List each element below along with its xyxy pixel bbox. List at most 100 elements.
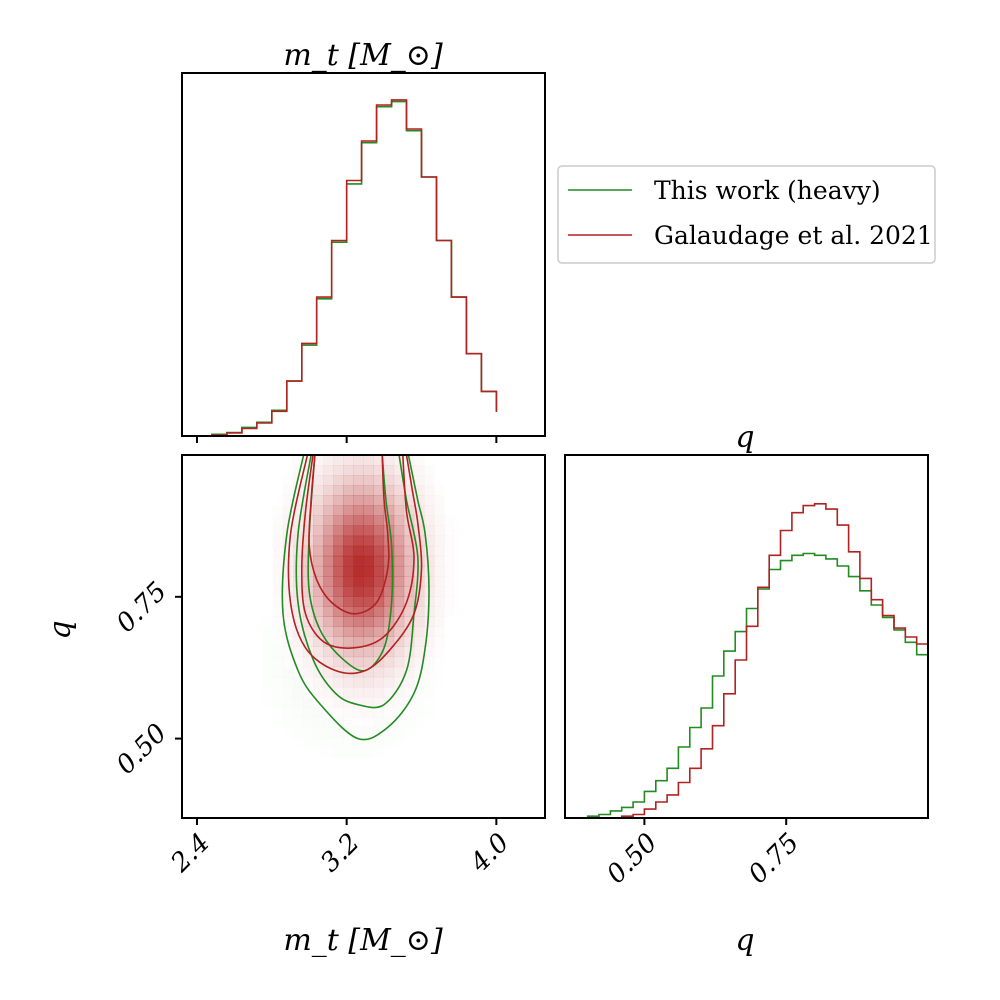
heatmap-cell [404, 717, 415, 728]
heatmap-cell [393, 596, 405, 607]
heatmap-cell [393, 586, 405, 597]
heatmap-cell [353, 747, 364, 758]
heatmap-cell [393, 626, 405, 637]
heatmap-cell [404, 727, 415, 738]
heatmap-cell [303, 626, 314, 637]
heatmap-cell [444, 526, 455, 537]
heatmap-cell [414, 465, 425, 476]
heatmap-cell [403, 606, 415, 617]
heatmap-cell [282, 515, 294, 526]
heatmap-cell [374, 717, 385, 728]
heatmap-cell [313, 616, 324, 627]
heatmap-cell [303, 525, 314, 537]
heatmap-cell [333, 535, 344, 547]
heatmap-cell [293, 647, 304, 658]
heatmap-cell [363, 697, 374, 708]
heatmap-cell [424, 687, 435, 698]
heatmap-cell [413, 555, 425, 567]
heatmap-cell [383, 666, 395, 678]
heatmap-cell [293, 707, 304, 718]
heatmap-cell [333, 606, 344, 617]
heatmap-cell [323, 485, 334, 496]
heatmap-cell [353, 727, 364, 738]
heatmap-cell [282, 535, 294, 547]
heatmap-cell [313, 455, 324, 466]
heatmap-cell [292, 555, 304, 567]
heatmap-cell [373, 465, 385, 476]
mt-hist-red [211, 99, 498, 436]
heatmap-cell [403, 495, 415, 506]
heatmap-cell [273, 677, 284, 688]
heatmap-cell [333, 555, 344, 567]
heatmap-cell [283, 485, 294, 496]
heatmap-cell [353, 626, 364, 637]
heatmap-cell [343, 616, 354, 627]
heatmap-cell [353, 656, 364, 668]
heatmap-cell [383, 525, 395, 537]
heatmap-cell [333, 686, 344, 698]
heatmap-cell [343, 747, 354, 758]
heatmap-cell [343, 646, 354, 658]
heatmap-cell [323, 535, 334, 547]
heatmap-cell [383, 686, 395, 698]
heatmap-cell [323, 737, 334, 748]
heatmap-cell [282, 596, 294, 607]
heatmap-cell [343, 545, 354, 557]
heatmap-cell [343, 606, 354, 617]
heatmap-cell [363, 586, 374, 597]
heatmap-cell [333, 485, 344, 496]
heatmap-cell [273, 536, 284, 547]
heatmap-cell [323, 596, 334, 607]
heatmap-cell [424, 616, 435, 627]
heatmap-cell [363, 525, 374, 537]
heatmap-cell [303, 586, 314, 597]
heatmap-cell [413, 505, 425, 516]
heatmap-cell [434, 535, 445, 547]
heatmap-cell [323, 465, 334, 476]
heatmap-cell [283, 687, 294, 698]
heatmap-cell [403, 626, 415, 637]
heatmap-cell [273, 616, 284, 627]
heatmap-cell [273, 606, 284, 617]
heatmap-cell [373, 535, 385, 547]
heatmap-cell [374, 737, 385, 748]
heatmap-cell [303, 656, 314, 668]
heatmap-cell [343, 565, 354, 577]
heatmap-cell [343, 535, 354, 547]
heatmap-cell [303, 596, 314, 607]
heatmap-cell [373, 576, 385, 587]
heatmap-cell [413, 495, 425, 506]
heatmap-cell [333, 646, 344, 658]
heatmap-cell [333, 565, 344, 577]
heatmap-cell [303, 636, 314, 647]
heatmap-cell [282, 545, 294, 557]
heatmap-cell [283, 717, 294, 728]
heatmap-cell [363, 656, 374, 668]
heatmap-cell [403, 475, 415, 486]
heatmap-cell [273, 505, 284, 516]
heatmap-cell [292, 606, 304, 617]
heatmap-cell [393, 636, 405, 647]
heatmap-cell [313, 525, 324, 537]
heatmap-cell [273, 546, 284, 557]
heatmap-cell [353, 596, 364, 607]
heatmap-cell [313, 747, 324, 758]
heatmap-cell [273, 566, 284, 577]
heatmap-cell [353, 495, 364, 506]
heatmap-cell [384, 697, 395, 708]
heatmap-cell [323, 747, 334, 758]
heatmap-cell [364, 707, 375, 718]
heatmap-cell [353, 686, 364, 698]
heatmap-cell [273, 697, 284, 708]
heatmap-cell [323, 686, 334, 698]
heatmap-cell [343, 505, 354, 516]
heatmap-cell [263, 687, 274, 698]
heatmap-cell [424, 525, 435, 537]
heatmap-cell [323, 606, 334, 617]
heatmap-cell [333, 747, 344, 758]
heatmap-cell [403, 586, 415, 597]
heatmap-cell [343, 636, 354, 647]
heatmap-cell [403, 596, 415, 607]
heatmap-cell [373, 596, 385, 607]
